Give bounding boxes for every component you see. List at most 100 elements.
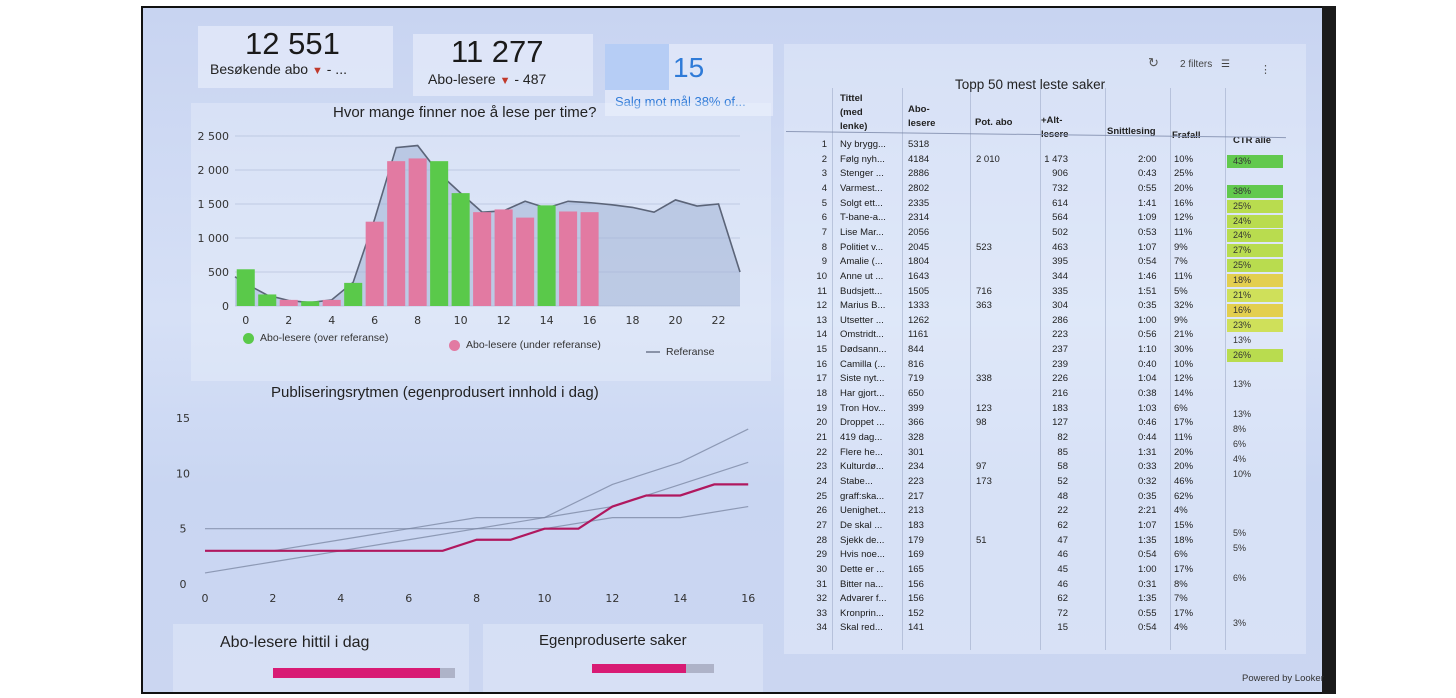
pub-series-line (205, 483, 749, 552)
row-frafall: 7% (1174, 256, 1188, 268)
row-title[interactable]: Stenger ... (840, 168, 884, 180)
row-frafall: 9% (1174, 241, 1188, 253)
legend-over[interactable]: Abo-lesere (over referanse) (243, 332, 388, 344)
row-title[interactable]: Skal red... (840, 622, 883, 634)
row-snitt: 1:03 (1138, 402, 1157, 414)
row-title[interactable]: Tron Hov... (840, 402, 886, 414)
hour-bar (559, 211, 578, 306)
row-title[interactable]: T-bane-a... (840, 212, 886, 224)
x-tick-label: 22 (712, 314, 726, 327)
row-alt: 45 (1057, 563, 1068, 575)
kpi-besokende-card[interactable]: 12 551 Besøkende abo ▼ - ... (198, 26, 393, 88)
row-number: 17 (816, 373, 827, 385)
y-tick-label: 500 (208, 266, 229, 279)
col-abo-header[interactable]: Abo-lesere (908, 104, 936, 129)
hour-bar (537, 205, 556, 306)
row-number: 9 (821, 256, 827, 268)
row-ctr (1227, 587, 1283, 600)
row-alt: 344 (1052, 270, 1068, 282)
row-title[interactable]: Droppet ... (840, 417, 885, 429)
row-title[interactable]: Politiet v... (840, 241, 884, 253)
row-ctr (1227, 393, 1283, 406)
x-tick-label: 16 (583, 314, 597, 327)
x-tick-label: 8 (414, 314, 421, 327)
row-title[interactable]: Stabe... (840, 475, 873, 487)
row-title[interactable]: Dødsann... (840, 344, 887, 356)
col-pot-header[interactable]: Pot. abo (975, 117, 1013, 128)
row-title[interactable]: Dette er ... (840, 563, 885, 575)
abo-today-card[interactable]: Abo-lesere hittil i dag (173, 624, 469, 692)
row-title[interactable]: Lise Mar... (840, 226, 884, 238)
legend-ref-swatch (646, 351, 660, 353)
kpi-abolesere-label: Abo-lesere ▼ - 487 (428, 71, 546, 87)
row-abo: 1262 (908, 314, 930, 326)
row-title[interactable]: Advarer f... (840, 593, 887, 605)
row-alt: 335 (1052, 285, 1068, 297)
hour-bar (451, 193, 470, 306)
egen-title: Egenproduserte saker (539, 632, 687, 649)
row-title[interactable]: Flere he... (840, 446, 883, 458)
hour-bar (430, 161, 449, 306)
row-title[interactable]: Marius B... (840, 300, 886, 312)
row-alt: 304 (1052, 300, 1068, 312)
row-ctr: 38% (1227, 184, 1283, 198)
row-title[interactable]: 419 dag... (840, 432, 883, 443)
row-number: 22 (816, 446, 827, 458)
row-title[interactable]: Camilla (... (840, 358, 886, 370)
row-abo: 650 (908, 388, 924, 400)
legend-under[interactable]: Abo-lesere (under referanse) (449, 339, 601, 351)
hour-bar (279, 299, 298, 306)
refresh-icon[interactable]: ↻ (1148, 55, 1159, 70)
row-alt: 183 (1052, 402, 1068, 414)
row-title[interactable]: Solgt ett... (840, 197, 883, 209)
y-tick-label: 2 000 (198, 164, 230, 177)
legend-ref[interactable]: Referanse (646, 346, 714, 358)
x-tick-label: 14 (540, 314, 554, 327)
row-title[interactable]: Ny brygg... (840, 139, 886, 150)
row-ctr: 4% (1233, 453, 1247, 464)
row-title[interactable]: Uenighet... (840, 505, 886, 517)
row-frafall: 4% (1174, 505, 1188, 517)
row-title[interactable]: Budsjett... (840, 285, 883, 297)
row-title[interactable]: Utsetter ... (840, 314, 884, 326)
row-title[interactable]: Varmest... (840, 182, 883, 194)
col-alt-header[interactable]: +Alt-lesere (1041, 115, 1068, 140)
row-title[interactable]: Omstridt... (840, 329, 884, 341)
row-ctr (1227, 364, 1283, 377)
row-number: 16 (816, 358, 827, 370)
row-title[interactable]: Siste nyt... (840, 373, 885, 385)
row-title[interactable]: Kulturdø... (840, 461, 884, 473)
row-title[interactable]: Følg nyh... (840, 153, 885, 165)
row-title[interactable]: Amalie (... (840, 256, 883, 268)
kpi-abolesere-card[interactable]: 11 277 Abo-lesere ▼ - 487 (413, 34, 593, 96)
row-title[interactable]: Kronprin... (840, 607, 884, 619)
row-ctr: 8% (1233, 424, 1247, 435)
row-title[interactable]: graff:ska... (840, 490, 885, 502)
more-options-icon[interactable]: ⋮ (1260, 64, 1271, 76)
row-title[interactable]: Hvis noe... (840, 549, 885, 561)
kpi-salg-card[interactable]: 15 Salg mot mål 38% of... (605, 44, 773, 116)
col-ctr-header[interactable]: CTR alle (1233, 135, 1272, 146)
row-title[interactable]: Bitter na... (840, 578, 884, 590)
row-snitt: 0:56 (1138, 329, 1157, 341)
col-snitt-header[interactable]: Snittlesing (1107, 126, 1156, 137)
filters-button[interactable]: 2 filters ☰ (1180, 59, 1230, 70)
row-ctr: 13% (1233, 334, 1252, 345)
col-tittel-header[interactable]: Tittel (med lenke) (840, 93, 868, 132)
row-title[interactable]: Anne ut ... (840, 270, 884, 282)
egen-card[interactable]: Egenproduserte saker (483, 624, 763, 692)
row-number: 10 (816, 270, 827, 282)
row-abo: 1643 (908, 270, 930, 282)
row-title[interactable]: Sjekk de... (840, 534, 885, 546)
row-abo: 844 (908, 344, 924, 356)
row-ctr: 6% (1233, 573, 1247, 584)
row-frafall: 20% (1174, 446, 1194, 458)
row-title[interactable]: Har gjort... (840, 388, 885, 400)
row-snitt: 0:38 (1138, 388, 1157, 400)
row-title[interactable]: De skal ... (840, 519, 883, 531)
row-abo: 152 (908, 607, 924, 619)
row-snitt: 0:54 (1138, 622, 1157, 634)
row-snitt: 1:35 (1138, 593, 1157, 605)
row-snitt: 1:51 (1138, 285, 1157, 297)
row-alt: 47 (1057, 534, 1068, 546)
